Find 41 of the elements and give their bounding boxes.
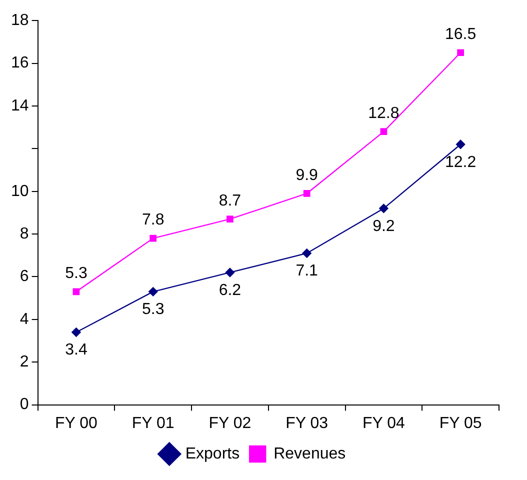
point bbox=[226, 216, 234, 223]
y-tick-label: 18 bbox=[11, 12, 29, 30]
y-tick-label: 2 bbox=[20, 354, 29, 371]
data-label: 5.3 bbox=[142, 301, 164, 318]
data-label: 9.2 bbox=[372, 218, 395, 235]
point bbox=[72, 328, 81, 337]
y-tick-label: 14 bbox=[11, 97, 29, 114]
point bbox=[72, 288, 80, 296]
legend-label: Revenues bbox=[274, 445, 346, 462]
y-tick-label: 4 bbox=[20, 310, 29, 328]
point bbox=[380, 128, 388, 136]
data-label: 5.3 bbox=[65, 265, 88, 282]
point bbox=[457, 49, 464, 56]
y-tick-label: 6 bbox=[20, 268, 29, 286]
data-label: 16.5 bbox=[444, 26, 476, 44]
data-label: 3.4 bbox=[65, 342, 88, 359]
data-label: 8.7 bbox=[218, 192, 242, 210]
x-tick-label: FY 01 bbox=[132, 414, 174, 432]
point bbox=[379, 204, 388, 214]
x-tick-label: FY 05 bbox=[439, 414, 482, 432]
data-label: 7.1 bbox=[296, 262, 318, 280]
x-tick-label: FY 03 bbox=[286, 414, 328, 432]
data-label: 6.2 bbox=[218, 282, 242, 299]
y-tick-label: 10 bbox=[11, 182, 29, 200]
point bbox=[303, 190, 310, 197]
y-tick-label: 0 bbox=[20, 396, 29, 414]
y-tick-label: 16 bbox=[11, 54, 29, 72]
point bbox=[148, 287, 158, 296]
data-label: 7.8 bbox=[142, 212, 164, 229]
x-tick-label: FY 04 bbox=[362, 414, 405, 432]
x-tick-label: FY 00 bbox=[55, 414, 98, 432]
y-tick-label: 8 bbox=[20, 225, 29, 242]
x-tick-label: FY 02 bbox=[208, 414, 252, 432]
data-label: 9.9 bbox=[296, 166, 318, 184]
data-label: 12.2 bbox=[444, 154, 476, 171]
point bbox=[456, 140, 466, 149]
point bbox=[302, 248, 312, 258]
point bbox=[225, 268, 235, 278]
legend-label: Exports bbox=[185, 445, 240, 462]
data-label: 12.8 bbox=[368, 104, 400, 122]
point bbox=[150, 234, 157, 242]
